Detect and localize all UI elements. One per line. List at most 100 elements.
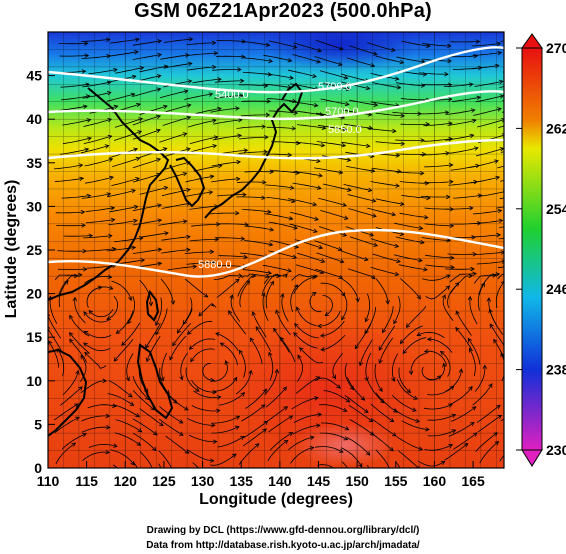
streamline-arrowhead [337, 246, 343, 252]
streamline-arrowhead [129, 401, 135, 406]
streamline-arrowhead [83, 330, 89, 335]
streamline [370, 266, 399, 276]
streamline [423, 138, 453, 142]
streamline [189, 205, 218, 210]
streamline [109, 51, 139, 57]
streamline [49, 296, 58, 324]
streamline-arrowhead [500, 250, 504, 255]
streamline [268, 221, 298, 229]
streamline-arrowhead [497, 414, 502, 420]
streamline [503, 293, 504, 295]
streamline [478, 191, 504, 197]
streamline-arrowhead [263, 149, 269, 155]
streamline-arrowhead [48, 326, 51, 329]
streamline [292, 182, 321, 189]
streamline [314, 167, 343, 174]
streamline [81, 415, 110, 422]
streamline-arrowhead [106, 90, 112, 96]
streamline-arrowhead [424, 214, 429, 220]
streamline-arrowhead [400, 113, 406, 118]
streamline [132, 390, 155, 411]
streamline-arrowhead [418, 225, 424, 231]
streamline-arrowhead [133, 147, 138, 152]
streamline [88, 443, 118, 448]
streamline-arrowhead [477, 193, 483, 198]
streamline [449, 273, 477, 283]
streamline-arrowhead [294, 322, 299, 328]
streamline [189, 136, 218, 145]
streamline [240, 41, 270, 46]
streamline-arrowhead [390, 47, 396, 52]
streamline [295, 264, 324, 274]
streamline [477, 282, 485, 311]
streamline [84, 176, 114, 184]
streamline [424, 223, 454, 227]
streamline [497, 266, 504, 269]
streamline-arrowhead [82, 433, 87, 438]
streamline [425, 264, 455, 268]
coastline-philippines [136, 343, 174, 420]
streamline-arrowhead [113, 443, 118, 448]
streamline [372, 418, 397, 437]
streamline [269, 432, 293, 451]
streamline-arrowhead [135, 156, 141, 162]
streamline-arrowhead [445, 285, 451, 290]
streamline-arrowhead [370, 274, 376, 280]
streamline-arrowhead [470, 266, 475, 272]
streamline-arrowhead [320, 347, 326, 352]
streamline-arrowhead [186, 234, 191, 240]
streamline-arrowhead [208, 190, 214, 195]
streamline [85, 207, 115, 212]
streamline-arrowhead [399, 59, 405, 65]
streamline [161, 202, 191, 209]
streamline [469, 296, 478, 325]
streamline-arrowhead [186, 247, 191, 253]
streamline-arrowhead [229, 294, 234, 300]
streamline [444, 207, 473, 210]
streamline [114, 237, 143, 243]
streamline-arrowhead [269, 280, 275, 286]
streamline-arrowhead [343, 215, 349, 220]
streamline [87, 404, 117, 409]
streamline-arrowhead [338, 61, 343, 67]
streamline-arrowhead [243, 254, 248, 260]
streamline [375, 141, 405, 145]
streamline-arrowhead [231, 453, 237, 458]
streamline-arrowhead [125, 376, 130, 382]
colorbar-tick-label: 270 [546, 40, 566, 56]
streamline [318, 197, 347, 206]
streamline-arrowhead [237, 117, 243, 123]
streamline [295, 376, 320, 394]
streamline [393, 254, 423, 262]
streamline [320, 320, 345, 337]
streamline [343, 123, 373, 129]
streamline [455, 327, 473, 352]
streamline [192, 462, 200, 468]
streamline [187, 449, 214, 462]
streamline [489, 323, 504, 346]
colorbar-top-arrow [521, 33, 543, 49]
streamline [165, 435, 189, 454]
streamline-arrowhead [268, 58, 274, 64]
streamline-arrowhead [311, 275, 317, 280]
streamline [341, 141, 370, 147]
streamline-arrowhead [97, 285, 103, 291]
streamline [60, 83, 90, 88]
streamline [238, 443, 260, 465]
streamline-arrowhead [80, 209, 86, 215]
streamline [370, 181, 400, 187]
streamline-arrowhead [500, 352, 504, 358]
streamline [84, 330, 112, 339]
streamline-arrowhead [265, 112, 271, 118]
streamline [81, 193, 111, 199]
streamline-arrowhead [455, 326, 460, 332]
streamline [378, 325, 396, 351]
streamline-arrowhead [472, 432, 478, 437]
streamline-arrowhead [84, 147, 90, 152]
streamline-arrowhead [212, 64, 217, 70]
streamline [344, 395, 369, 413]
streamline [294, 239, 323, 249]
streamline-arrowhead [396, 258, 401, 264]
streamline-arrowhead [108, 157, 114, 163]
streamline [453, 432, 478, 450]
